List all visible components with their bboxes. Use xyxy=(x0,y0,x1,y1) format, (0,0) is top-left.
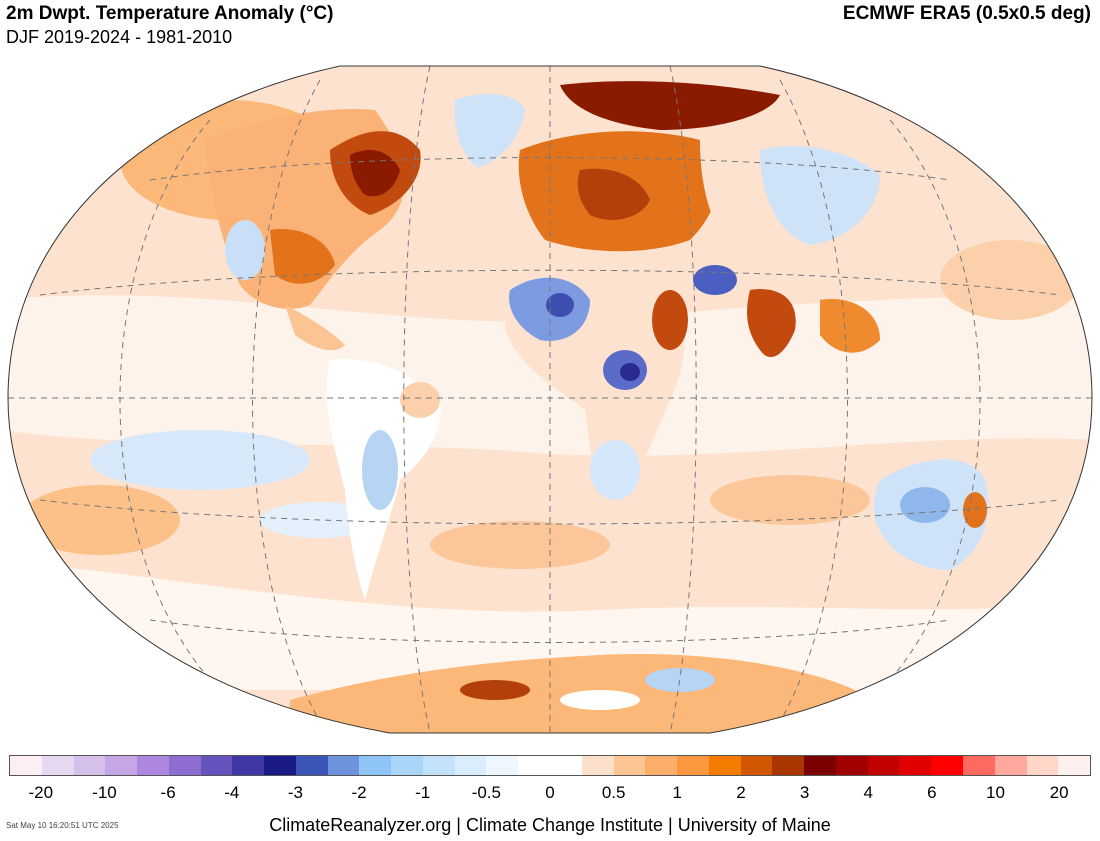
colorbar-swatch xyxy=(613,756,646,775)
colorbar-tick-label: 2 xyxy=(736,783,746,802)
central-america-land xyxy=(285,305,345,351)
arabia-hotspot xyxy=(652,290,688,350)
eastern-europe-hotspot xyxy=(577,168,650,220)
southern-ocean-band xyxy=(8,560,1092,690)
brazil-warm xyxy=(400,382,440,418)
colorbar-swatch xyxy=(41,756,74,775)
globe-outline xyxy=(7,65,1093,734)
indian-ocean-warm-patch xyxy=(710,475,870,525)
colorbar-swatch xyxy=(10,756,42,775)
colorbar xyxy=(9,755,1091,776)
colorbar-swatch xyxy=(931,756,963,775)
colorbar-swatch xyxy=(677,756,709,775)
colorbar-tick-label: 6 xyxy=(927,783,937,802)
colorbar-swatch xyxy=(454,756,487,775)
southern-africa-cool xyxy=(590,440,640,500)
colorbar-swatch xyxy=(772,756,805,775)
colorbar-swatch xyxy=(867,756,900,775)
colorbar-swatch xyxy=(740,756,773,775)
colorbar-tick-label: 0.5 xyxy=(601,783,626,802)
colorbar-tick-label: 0 xyxy=(545,783,555,802)
colorbar-tick-label: 1 xyxy=(672,783,683,802)
india-hotspot xyxy=(747,289,796,358)
colorbar-swatch xyxy=(550,756,582,775)
colorbar-swatch xyxy=(327,756,360,775)
arctic-russia-hotspot xyxy=(560,81,780,130)
colorbar-tick-label: -6 xyxy=(160,783,176,802)
siberia-cool xyxy=(760,146,880,245)
colorbar-swatch xyxy=(1058,756,1091,775)
colorbar-swatch xyxy=(1026,756,1059,775)
eastern-us-warm xyxy=(270,229,335,284)
colorbar-swatch xyxy=(804,756,836,775)
colorbar-tick-label: 10 xyxy=(986,783,1005,802)
south-america-cool xyxy=(362,430,398,510)
colorbar-swatch xyxy=(899,756,932,775)
colorbar-tick-label: -1 xyxy=(415,783,431,802)
graticule xyxy=(8,66,1092,733)
colorbar-swatch xyxy=(518,756,551,775)
colorbar-swatch xyxy=(105,756,138,775)
timestamp: Sat May 10 16:20:51 UTC 2025 xyxy=(6,821,119,830)
colorbar-swatch xyxy=(486,756,519,775)
colorbar-tick-label: -20 xyxy=(28,783,54,802)
colorbar-tick-label: -10 xyxy=(92,783,117,802)
colorbar-tick-label: 4 xyxy=(863,783,873,802)
colorbar-tick-label: 20 xyxy=(1049,783,1069,802)
data-source-label: ECMWF ERA5 (0.5x0.5 deg) xyxy=(842,3,1091,24)
australia-cool xyxy=(900,487,950,523)
colorbar-swatch xyxy=(137,756,169,775)
colorbar-tick-label: -3 xyxy=(287,783,303,802)
colorbar-swatch xyxy=(391,756,423,775)
colorbar-swatch xyxy=(232,756,265,775)
colorbar-swatch xyxy=(835,756,868,775)
antarctica-hotspot xyxy=(460,680,530,700)
colorbar-swatch xyxy=(645,756,678,775)
colorbar-tick-label: -2 xyxy=(351,783,367,802)
map-title: 2m Dwpt. Temperature Anomaly (°C) xyxy=(6,3,334,24)
se-pacific-warm-patch xyxy=(20,485,180,555)
iran-cool-spot xyxy=(693,265,737,295)
eastern-australia-warm xyxy=(963,492,987,528)
colorbar-swatch xyxy=(295,756,328,775)
colorbar-swatch xyxy=(422,756,455,775)
colorbar-swatch xyxy=(168,756,201,775)
colorbar-swatch xyxy=(708,756,741,775)
colorbar-swatch xyxy=(264,756,296,775)
western-us-cool xyxy=(225,220,265,280)
colorbar-swatch xyxy=(359,756,392,775)
pacific-cool-patch xyxy=(90,430,310,490)
south-atlantic-warm-patch xyxy=(430,521,610,569)
footer-credit: ClimateReanalyzer.org | Climate Change I… xyxy=(269,815,831,835)
greenland-land xyxy=(454,94,525,168)
east-africa-cool-core xyxy=(620,363,640,381)
colorbar-swatch xyxy=(962,756,995,775)
colorbar-tick-label: -4 xyxy=(224,783,240,802)
colorbar-swatch xyxy=(581,756,614,775)
colorbar-swatch xyxy=(73,756,106,775)
colorbar-tick-label: 3 xyxy=(799,783,810,802)
north-pacific-warm-patch xyxy=(940,240,1080,320)
map-subtitle: DJF 2019-2024 - 1981-2010 xyxy=(6,27,233,47)
world-anomaly-map xyxy=(7,65,1093,734)
antarctica-neutral xyxy=(560,690,640,710)
southeast-asia-warm xyxy=(820,299,880,353)
colorbar-tick-label: -0.5 xyxy=(471,783,501,802)
colorbar-swatch xyxy=(200,756,233,775)
sahara-cool-core xyxy=(546,293,574,317)
colorbar-swatch xyxy=(994,756,1027,775)
